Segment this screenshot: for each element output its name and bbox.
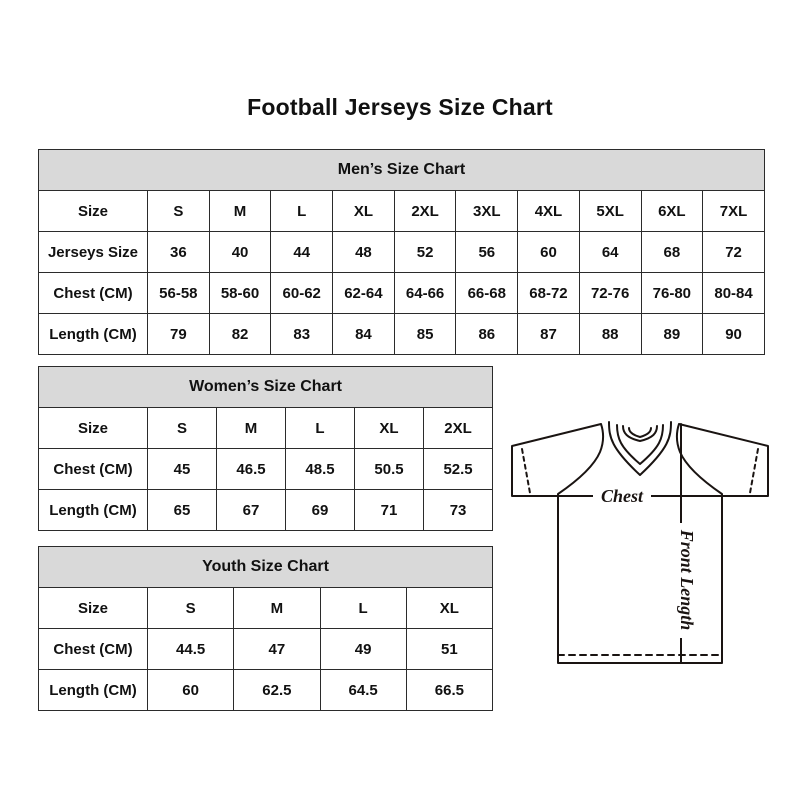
svg-text:Front Length: Front Length bbox=[677, 529, 697, 631]
svg-text:Chest: Chest bbox=[601, 486, 644, 506]
